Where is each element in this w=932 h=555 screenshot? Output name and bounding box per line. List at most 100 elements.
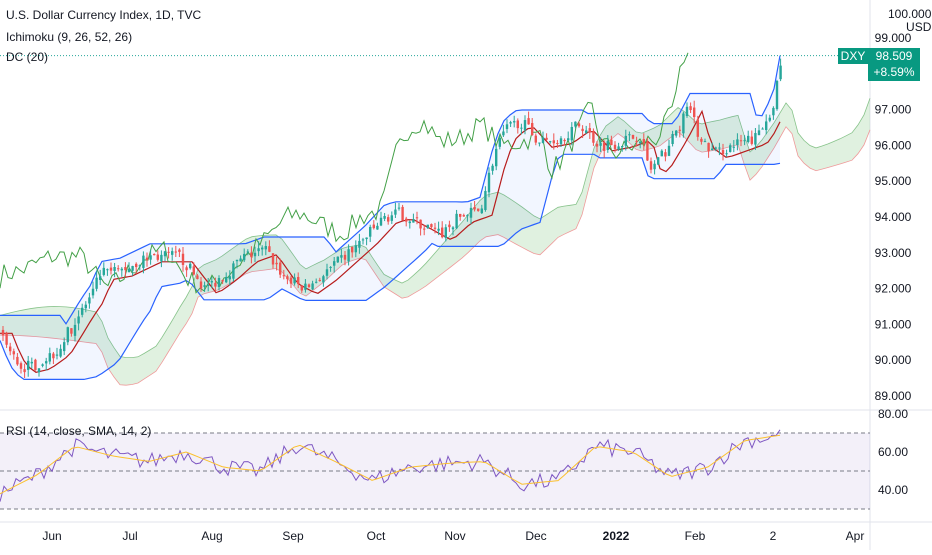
candle-body — [12, 351, 15, 355]
candle-body — [124, 266, 127, 271]
candle-body — [603, 142, 606, 151]
price-tick-label: 99.000 — [875, 31, 912, 45]
candle-body — [59, 348, 62, 357]
candle-body — [333, 261, 336, 266]
candle-body — [588, 128, 591, 133]
candle-body — [207, 284, 210, 286]
time-tick-label: Feb — [685, 529, 706, 543]
candle-body — [624, 135, 627, 146]
candle-body — [214, 282, 217, 287]
price-change: +8.59% — [873, 65, 915, 79]
candle-body — [340, 255, 343, 258]
candle-body — [88, 297, 91, 304]
candle-body — [239, 258, 242, 262]
candle-body — [63, 342, 66, 352]
currency-label: USD — [906, 20, 932, 34]
candle-body — [178, 249, 181, 252]
candle-body — [203, 285, 206, 287]
candle-body — [484, 190, 487, 210]
candle-body — [322, 276, 325, 283]
donchian-upper — [0, 55, 781, 325]
candle-body — [563, 139, 566, 142]
candle-body — [271, 253, 275, 265]
candle-body — [210, 281, 213, 283]
candle-body — [505, 124, 509, 130]
candle-body — [559, 138, 563, 145]
candle-body — [487, 172, 491, 193]
rsi-tick-label: 80.00 — [878, 407, 908, 421]
last-price: 98.509 — [875, 49, 913, 63]
candle-body — [325, 269, 329, 276]
candle-body — [498, 137, 501, 147]
symbol-badge: DXY — [838, 48, 868, 64]
candle-body — [549, 141, 552, 143]
candle-body — [408, 221, 411, 224]
candle-body — [664, 152, 667, 157]
candle-body — [300, 285, 303, 291]
candle-body — [365, 237, 368, 240]
candle-body — [336, 256, 339, 263]
candle-body — [171, 251, 174, 255]
candle-body — [282, 275, 285, 277]
price-tick-label: 95.000 — [875, 174, 912, 188]
candle-body — [682, 113, 685, 134]
chart-title[interactable]: U.S. Dollar Currency Index, 1D, TVC — [6, 8, 202, 22]
candle-body — [221, 280, 224, 282]
candle-body — [779, 65, 782, 80]
candle-body — [531, 123, 534, 136]
candle-body — [84, 304, 87, 309]
candle-body — [667, 145, 671, 156]
candle-body — [423, 228, 426, 230]
candle-body — [145, 257, 149, 260]
candle-body — [181, 253, 185, 265]
candle-body — [318, 279, 321, 281]
candle-body — [246, 251, 249, 253]
price-tick-label: 93.000 — [875, 246, 912, 260]
candle-body — [1, 329, 5, 336]
candle-body — [520, 127, 523, 129]
candle-body — [441, 227, 444, 238]
time-tick-label: Nov — [444, 529, 465, 543]
rsi-legend[interactable]: RSI (14, close, SMA, 14, 2) — [6, 424, 152, 438]
candle-body — [135, 263, 138, 268]
candle-body — [289, 277, 293, 284]
ichimoku-legend[interactable]: Ichimoku (9, 26, 52, 26) — [6, 30, 133, 44]
candle-body — [570, 126, 573, 141]
candle-body — [675, 130, 678, 136]
candle-body — [747, 135, 750, 142]
candle-body — [700, 138, 703, 142]
candle-body — [293, 277, 296, 284]
candle-body — [73, 324, 77, 336]
candle-body — [729, 145, 732, 152]
candle-body — [5, 333, 8, 345]
candle-body — [513, 121, 516, 123]
candle-body — [297, 276, 300, 285]
candle-body — [437, 228, 440, 231]
candle-body — [523, 120, 527, 131]
candle-body — [243, 253, 246, 261]
candle-body — [545, 137, 548, 140]
candle-body — [419, 219, 422, 229]
candle-body — [27, 360, 30, 370]
candle-body — [192, 266, 195, 275]
candle-body — [185, 267, 188, 271]
candle-body — [444, 227, 447, 239]
candle-body — [329, 266, 332, 268]
ichimoku-cloud — [0, 98, 870, 386]
candle-body — [397, 207, 401, 209]
candle-body — [23, 369, 26, 373]
candle-body — [412, 219, 415, 223]
donchian-legend[interactable]: DC (20) — [6, 50, 49, 64]
candle-body — [541, 137, 545, 144]
candle-body — [113, 267, 116, 271]
candle-body — [469, 207, 473, 218]
candle-body — [509, 122, 512, 124]
candle-body — [567, 138, 570, 141]
candle-body — [466, 215, 469, 217]
price-tick-label: 92.000 — [875, 282, 912, 296]
candle-body — [261, 247, 264, 250]
candle-body — [52, 353, 55, 359]
candle-body — [693, 107, 696, 118]
